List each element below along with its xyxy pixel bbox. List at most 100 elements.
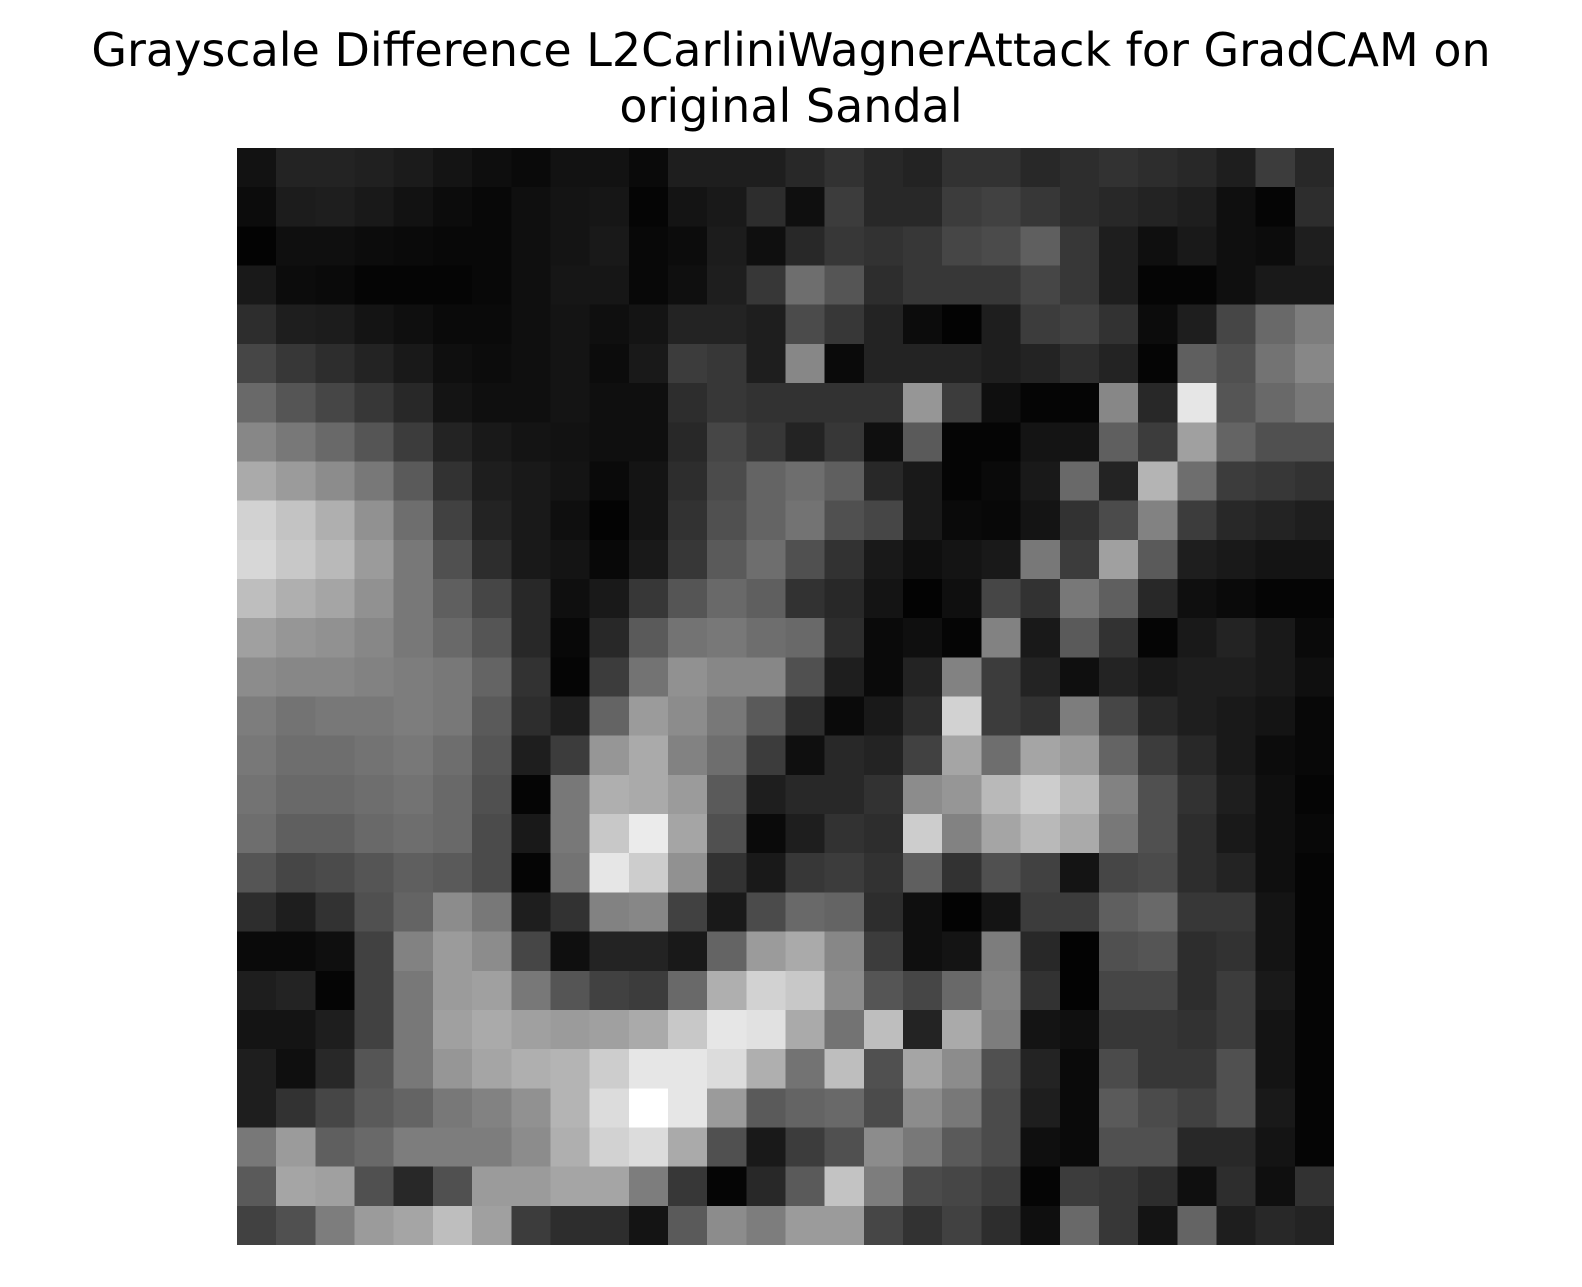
heatmap-cell-r24-c14	[785, 1088, 826, 1129]
heatmap-cell-r18-c15	[824, 853, 865, 893]
heatmap-cell-r22-c12	[707, 1009, 747, 1050]
heatmap-cell-r9-c10	[628, 500, 669, 541]
heatmap-cell-r8-c23	[1138, 461, 1178, 502]
heatmap-cell-r19-c24	[1177, 892, 1218, 933]
heatmap-cell-r11-c26	[1255, 578, 1296, 619]
heatmap-cell-r13-c9	[589, 657, 630, 698]
heatmap-cell-r5-c19	[981, 343, 1022, 384]
heatmap-cell-r21-c9	[589, 970, 630, 1011]
heatmap-cell-r25-c21	[1059, 1127, 1100, 1168]
heatmap-cell-r3-c0	[237, 265, 277, 306]
heatmap-cell-r19-c21	[1059, 892, 1100, 933]
heatmap-cell-r4-c17	[903, 304, 943, 345]
heatmap-cell-r2-c19	[981, 226, 1022, 267]
heatmap-cell-r5-c26	[1255, 343, 1296, 384]
heatmap-cell-r12-c9	[589, 618, 630, 658]
heatmap-cell-r19-c9	[589, 892, 630, 933]
heatmap-cell-r12-c20	[1020, 618, 1061, 658]
heatmap-cell-r26-c17	[903, 1166, 943, 1207]
heatmap-cell-r3-c25	[1216, 265, 1257, 306]
heatmap-cell-r17-c12	[707, 814, 747, 854]
heatmap-cell-r18-c26	[1255, 853, 1296, 893]
heatmap-cell-r8-c8	[550, 461, 591, 502]
heatmap-cell-r5-c15	[824, 343, 865, 384]
heatmap-cell-r1-c14	[785, 187, 826, 227]
heatmap-cell-r20-c17	[903, 931, 943, 972]
heatmap-cell-r26-c19	[981, 1166, 1022, 1207]
heatmap-cell-r5-c1	[276, 343, 316, 384]
heatmap-cell-r25-c17	[903, 1127, 943, 1168]
heatmap-cell-r7-c3	[354, 422, 395, 463]
heatmap-cell-r14-c4	[393, 696, 434, 737]
heatmap-cell-r17-c1	[276, 814, 316, 854]
heatmap-cell-r27-c2	[315, 1205, 356, 1245]
heatmap-cell-r17-c20	[1020, 814, 1061, 854]
heatmap-cell-r7-c17	[903, 422, 943, 463]
heatmap-cell-r26-c15	[824, 1166, 865, 1207]
heatmap-cell-r11-c13	[746, 578, 787, 619]
heatmap-cell-r12-c12	[707, 618, 747, 658]
heatmap-cell-r12-c16	[863, 618, 904, 658]
heatmap-cell-r16-c17	[903, 774, 943, 815]
heatmap-cell-r0-c4	[393, 148, 434, 188]
heatmap-cell-r10-c3	[354, 539, 395, 580]
heatmap-cell-r2-c22	[1098, 226, 1139, 267]
heatmap-cell-r16-c6	[472, 774, 512, 815]
heatmap-cell-r21-c12	[707, 970, 747, 1011]
heatmap-cell-r12-c14	[785, 618, 826, 658]
heatmap-cell-r18-c24	[1177, 853, 1218, 893]
heatmap-cell-r6-c3	[354, 383, 395, 423]
heatmap-cell-r0-c10	[628, 148, 669, 188]
heatmap-cell-r22-c17	[903, 1009, 943, 1050]
heatmap-cell-r19-c8	[550, 892, 591, 933]
heatmap-cell-r20-c15	[824, 931, 865, 972]
heatmap-cell-r4-c8	[550, 304, 591, 345]
heatmap-cell-r4-c10	[628, 304, 669, 345]
heatmap-cell-r18-c2	[315, 853, 356, 893]
heatmap-cell-r17-c23	[1138, 814, 1178, 854]
heatmap-cell-r15-c20	[1020, 735, 1061, 776]
heatmap-cell-r13-c6	[472, 657, 512, 698]
heatmap-cell-r0-c7	[511, 148, 552, 188]
heatmap-cell-r6-c0	[237, 383, 277, 423]
heatmap-cell-r13-c24	[1177, 657, 1218, 698]
heatmap-cell-r4-c9	[589, 304, 630, 345]
heatmap-cell-r11-c12	[707, 578, 747, 619]
heatmap-cell-r11-c14	[785, 578, 826, 619]
heatmap-cell-r1-c2	[315, 187, 356, 227]
heatmap-cell-r18-c3	[354, 853, 395, 893]
heatmap-cell-r25-c4	[393, 1127, 434, 1168]
heatmap-cell-r17-c9	[589, 814, 630, 854]
heatmap-cell-r16-c21	[1059, 774, 1100, 815]
heatmap-cell-r10-c20	[1020, 539, 1061, 580]
heatmap-cell-r5-c5	[432, 343, 473, 384]
heatmap-cell-r16-c23	[1138, 774, 1178, 815]
heatmap-cell-r16-c0	[237, 774, 277, 815]
heatmap-cell-r19-c16	[863, 892, 904, 933]
heatmap-cell-r16-c26	[1255, 774, 1296, 815]
heatmap-cell-r27-c11	[667, 1205, 708, 1245]
heatmap-cell-r26-c6	[472, 1166, 512, 1207]
heatmap-cell-r0-c26	[1255, 148, 1296, 188]
heatmap-cell-r2-c8	[550, 226, 591, 267]
chart-title-line-1: Grayscale Difference L2CarliniWagnerAtta…	[91, 23, 1491, 77]
heatmap-cell-r22-c14	[785, 1009, 826, 1050]
heatmap-cell-r13-c15	[824, 657, 865, 698]
heatmap-cell-r19-c5	[432, 892, 473, 933]
heatmap-cell-r9-c25	[1216, 500, 1257, 541]
heatmap-cell-r27-c6	[472, 1205, 512, 1245]
heatmap-cell-r3-c27	[1294, 265, 1334, 306]
heatmap-cell-r4-c2	[315, 304, 356, 345]
heatmap-cell-r23-c12	[707, 1049, 747, 1089]
heatmap-cell-r21-c25	[1216, 970, 1257, 1011]
heatmap-cell-r18-c17	[903, 853, 943, 893]
heatmap-cell-r16-c9	[589, 774, 630, 815]
heatmap-cell-r6-c2	[315, 383, 356, 423]
heatmap-cell-r1-c6	[472, 187, 512, 227]
heatmap-cell-r18-c1	[276, 853, 316, 893]
heatmap-cell-r7-c15	[824, 422, 865, 463]
heatmap-cell-r14-c6	[472, 696, 512, 737]
heatmap-cell-r8-c13	[746, 461, 787, 502]
heatmap-cell-r8-c2	[315, 461, 356, 502]
heatmap-cell-r11-c19	[981, 578, 1022, 619]
